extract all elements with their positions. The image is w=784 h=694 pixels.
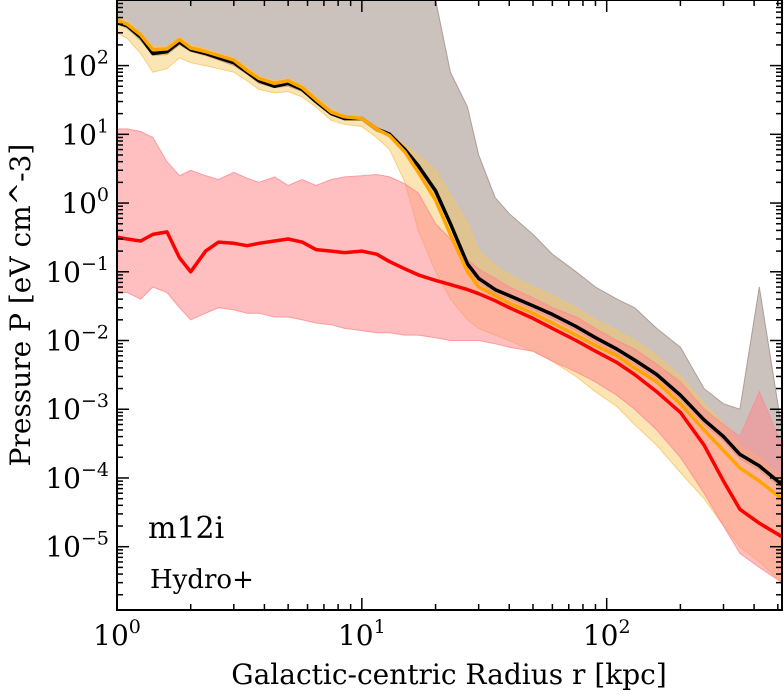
- y-tick-label: 100: [61, 184, 109, 220]
- x-tick-labels: 100 101 102: [93, 616, 630, 652]
- x-tick-label: 102: [583, 616, 631, 652]
- model-label: Hydro+: [150, 565, 254, 595]
- plot-frame: [116, 0, 783, 611]
- galaxy-label: m12i: [148, 511, 224, 546]
- x-tick-label: 101: [338, 616, 386, 652]
- total-band: [117, 0, 782, 490]
- y-tick-label: 10−4: [45, 459, 109, 495]
- x-tick-label: 100: [93, 616, 141, 652]
- y-tick-label: 10−1: [45, 253, 109, 289]
- y-tick-label: 10−3: [45, 390, 109, 426]
- thermal-band: [117, 16, 782, 584]
- x-axis-label: Galactic-centric Radius r [kpc]: [231, 658, 667, 691]
- y-tick-label: 102: [61, 47, 109, 83]
- y-tick-label: 10−5: [45, 528, 109, 564]
- cosmic-ray-line: [117, 230, 782, 539]
- y-tick-label: 101: [61, 115, 109, 151]
- uncertainty-bands: [117, 0, 782, 584]
- y-tick-label: 10−2: [45, 322, 109, 358]
- cosmic-ray-band: [117, 128, 782, 584]
- y-tick-labels: 102 101 100 10−1 10−2 10−3 10−4 10−5: [45, 47, 109, 564]
- thermal-line: [117, 18, 782, 501]
- series-lines: [117, 18, 782, 539]
- y-axis-label: Pressure P [eV cm^-3]: [4, 144, 37, 467]
